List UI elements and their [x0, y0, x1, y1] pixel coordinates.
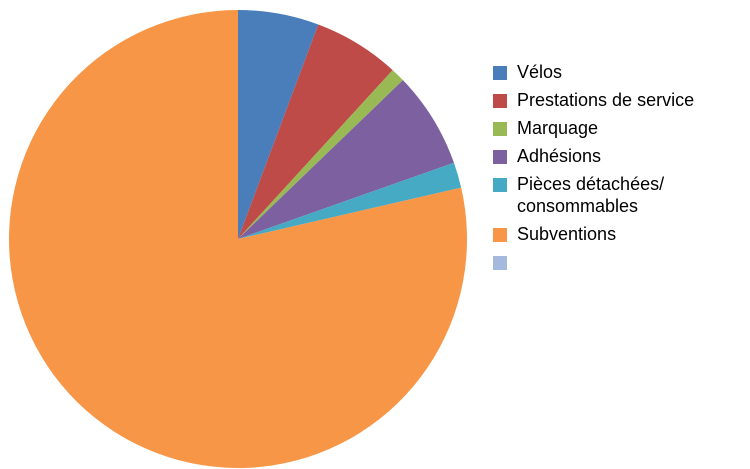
- pie-slice-adhesions: [238, 80, 454, 240]
- legend-label: Adhésions: [517, 146, 602, 166]
- pie-slice-velos: [238, 10, 319, 239]
- legend-item-pieces-detachees-consommables: Pièces détachées/ consommables: [493, 173, 748, 217]
- legend-swatch: [493, 256, 507, 270]
- legend-label: Pièces détachées/ consommables: [517, 174, 665, 216]
- pie-slice-marquage: [238, 70, 403, 239]
- chart-legend: Vélos Prestations de service Marquage Adhés…: [493, 61, 748, 277]
- legend-label: Vélos: [517, 62, 563, 82]
- legend-swatch: [493, 122, 507, 136]
- legend-swatch: [493, 94, 507, 108]
- legend-item-marquage: Marquage: [493, 117, 748, 139]
- legend-item-adhesions: Adhésions: [493, 145, 748, 167]
- pie-slice-prestations-de-service: [238, 24, 393, 240]
- legend-label: Prestations de service: [517, 90, 695, 110]
- legend-label: Subventions: [517, 224, 617, 244]
- legend-swatch: [493, 228, 507, 242]
- pie-slice-pieces-detachees-consommables: [238, 162, 462, 239]
- pie-chart: [9, 10, 468, 468]
- pie-slice-subventions: [9, 10, 468, 468]
- legend-item-blank-6: [493, 251, 748, 271]
- legend-swatch: [493, 150, 507, 164]
- legend-item-velos: Vélos: [493, 61, 748, 83]
- legend-label: Marquage: [517, 118, 599, 138]
- legend-item-prestations-de-service: Prestations de service: [493, 89, 748, 111]
- legend-swatch: [493, 66, 507, 80]
- legend-swatch: [493, 178, 507, 192]
- legend-item-subventions: Subventions: [493, 223, 748, 245]
